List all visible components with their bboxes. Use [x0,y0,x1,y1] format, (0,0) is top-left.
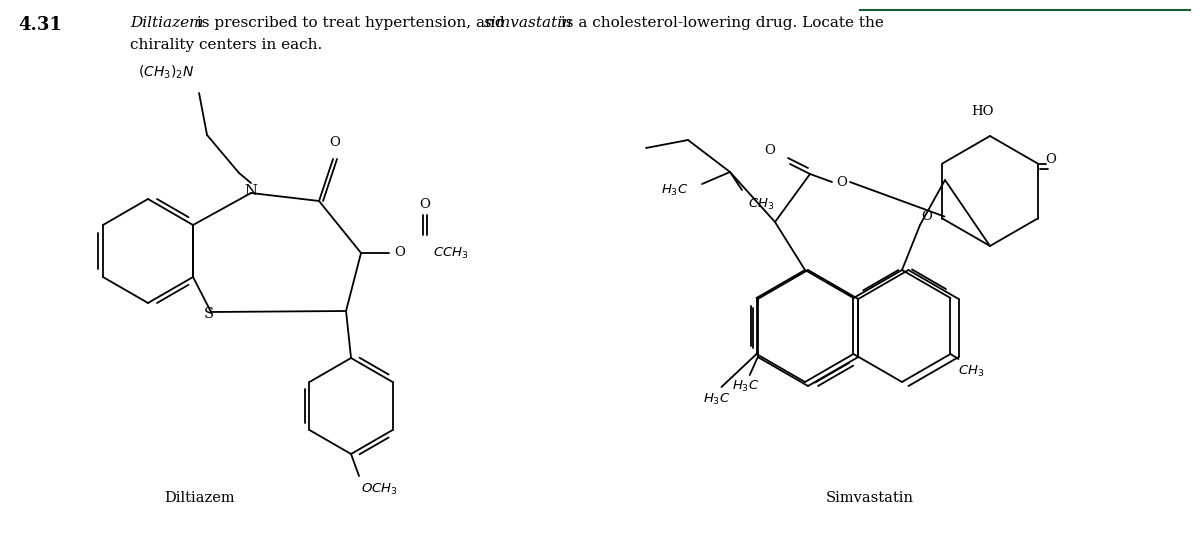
Text: $CH_3$: $CH_3$ [959,364,985,379]
Text: O: O [420,198,431,211]
Text: O: O [1045,153,1056,166]
Text: Simvastatin: Simvastatin [826,491,914,505]
Text: Diltiazem: Diltiazem [164,491,235,505]
Text: Diltiazem: Diltiazem [130,16,204,30]
Text: 4.31: 4.31 [18,16,62,34]
Text: O: O [394,246,404,259]
Text: HO: HO [971,105,994,118]
Text: O: O [330,136,341,149]
Text: $CH_3$: $CH_3$ [748,197,774,212]
Text: N: N [245,184,258,198]
Text: is prescribed to treat hypertension, and: is prescribed to treat hypertension, and [192,16,510,30]
Text: $CCH_3$: $CCH_3$ [433,246,469,260]
Text: $H_3C$: $H_3C$ [703,392,731,407]
Text: is a cholesterol-lowering drug. Locate the: is a cholesterol-lowering drug. Locate t… [556,16,884,30]
Text: $(CH_3)_2N$: $(CH_3)_2N$ [138,63,194,81]
Text: S: S [204,307,214,321]
Text: $H_3C$: $H_3C$ [660,182,688,198]
Text: $OCH_3$: $OCH_3$ [361,482,398,497]
Text: chirality centers in each.: chirality centers in each. [130,38,323,52]
Text: O: O [836,175,847,188]
Text: simvastatin: simvastatin [484,16,574,30]
Text: O: O [922,210,932,223]
Text: O: O [764,145,775,157]
Text: $H_3C$: $H_3C$ [732,379,760,394]
